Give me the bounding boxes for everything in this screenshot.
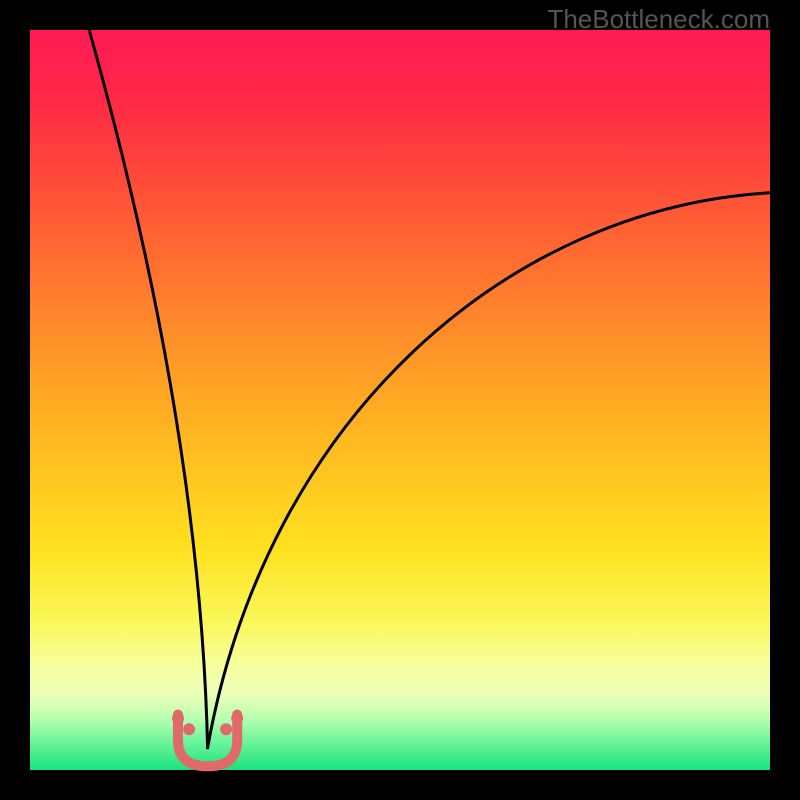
valley-marker: [183, 723, 195, 735]
bottleneck-curve: [0, 0, 800, 800]
valley-marker: [220, 723, 232, 735]
valley-marker: [172, 712, 184, 724]
chart-container: TheBottleneck.com: [0, 0, 800, 800]
valley-marker: [231, 712, 243, 724]
